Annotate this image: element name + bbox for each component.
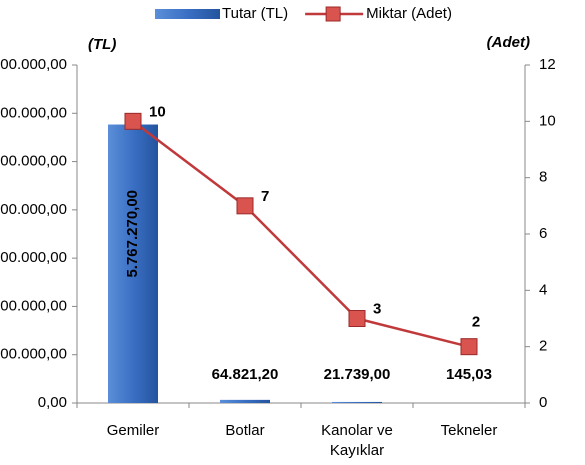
- line-value-label: 2: [472, 314, 480, 331]
- line-marker: [124, 112, 142, 130]
- x-tick-label-box: Tekneler: [440, 422, 498, 439]
- bar: [220, 399, 270, 403]
- y2-tick-label: 10: [539, 112, 556, 129]
- x-tick-label: Gemiler: [106, 422, 160, 439]
- legend-swatch: [155, 9, 220, 19]
- y2-tick-label: 4: [539, 281, 547, 298]
- legend-marker: [325, 6, 341, 22]
- y2-tick-label: 12: [539, 56, 556, 73]
- x-tick-label: Kanolar ve Kayıklar: [321, 422, 393, 459]
- y-tick-label: 6.000.000,00: [0, 104, 67, 121]
- y-tick-label: 7.000.000,00: [0, 56, 67, 73]
- line-marker: [460, 338, 478, 356]
- line-marker: [236, 197, 254, 215]
- y-tick-label: 5.000.000,00: [0, 153, 67, 170]
- line-marker: [348, 310, 366, 327]
- line-value-label: 7: [261, 188, 269, 205]
- bar-value-label: 21.739,00: [324, 366, 391, 383]
- y-tick-label: 2.000.000,00: [0, 297, 67, 314]
- y-tick-label: 3.000.000,00: [0, 249, 67, 266]
- x-tick-label-box: Gemiler: [106, 422, 160, 439]
- bar-value-label: 5.767.270,00: [124, 190, 141, 278]
- y-tick-label: 4.000.000,00: [0, 201, 67, 218]
- bar: [108, 124, 158, 403]
- y2-tick-label: 2: [539, 338, 547, 355]
- bar-value-label: 64.821,20: [212, 366, 279, 383]
- y2-axis-title: (Adet): [487, 34, 530, 51]
- x-tick-label-box: Kanolar ve Kayıklar: [321, 422, 393, 459]
- y2-tick-label: 0: [539, 394, 547, 411]
- y-axis-title: (TL): [88, 36, 116, 53]
- y2-tick-label: 8: [539, 169, 547, 186]
- line-value-label: 10: [149, 103, 166, 120]
- x-tick-label-box: Botlar: [225, 422, 265, 439]
- y2-tick-label: 6: [539, 225, 547, 242]
- legend-label: Miktar (Adet): [366, 5, 452, 22]
- line: [132, 120, 470, 348]
- bar-value-label: 145,03: [446, 366, 492, 383]
- legend-label: Tutar (TL): [222, 5, 288, 22]
- x-tick-label: Tekneler: [440, 422, 498, 439]
- y-tick-label: 1.000.000,00: [0, 346, 67, 363]
- line-value-label: 3: [373, 300, 381, 317]
- x-tick-label: Botlar: [225, 422, 265, 439]
- bar: [332, 401, 382, 403]
- y-tick-label: 0,00: [38, 394, 67, 411]
